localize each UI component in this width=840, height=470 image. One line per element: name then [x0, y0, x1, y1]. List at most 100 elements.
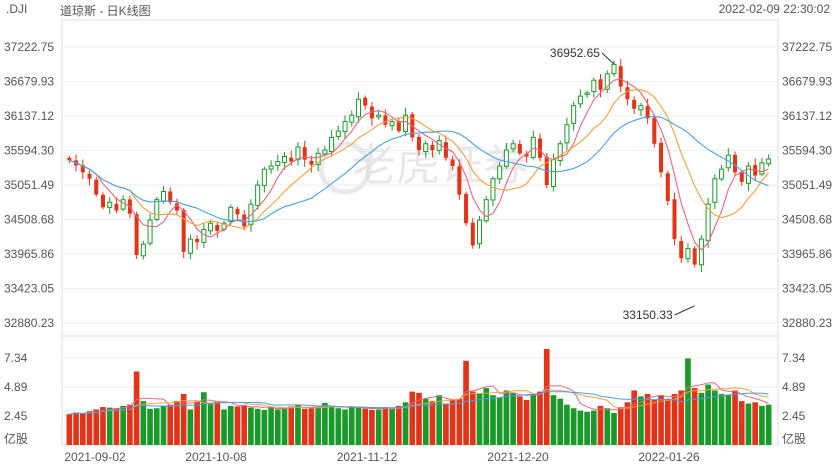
price-tick-left: 35051.49 — [4, 178, 54, 192]
candle-body-up — [719, 168, 725, 180]
vol-ma5-line — [69, 382, 769, 415]
volume-bar-down — [113, 408, 120, 445]
x-date-label: 2021-11-12 — [337, 450, 398, 464]
ma10-line — [69, 89, 770, 230]
volume-bar-down — [66, 414, 73, 445]
volume-tick-right: 2.45 — [782, 409, 806, 423]
candle-body-down — [443, 142, 448, 158]
candle-body-down — [659, 142, 664, 173]
candle-body-up — [295, 146, 301, 161]
candle-body-up — [510, 143, 516, 150]
volume-bar-up — [564, 404, 570, 445]
candle-body-down — [94, 179, 99, 195]
candle-body-up — [187, 238, 193, 254]
volume-bar-up — [718, 394, 725, 445]
candle-body-up — [638, 105, 644, 111]
candle-body-down — [632, 99, 637, 109]
candle-body-up — [611, 63, 617, 75]
volume-bar-down — [644, 394, 651, 445]
candle-body-up — [550, 159, 556, 187]
candle-body-up — [342, 121, 348, 133]
price-tick-right: 35051.49 — [782, 178, 832, 192]
volume-bar-up — [375, 409, 382, 445]
volume-bar-down — [658, 395, 664, 445]
volume-bar-down — [369, 410, 375, 445]
ma20-line — [69, 115, 769, 223]
candle-body-up — [315, 152, 321, 166]
candle-body-up — [329, 136, 335, 152]
volume-bar-up — [147, 408, 153, 445]
candle-body-down — [733, 154, 738, 173]
price-tick-left: 36137.12 — [4, 109, 54, 123]
candle-body-up — [530, 136, 536, 158]
volume-bar-down — [651, 399, 658, 445]
candle-body-up — [389, 121, 395, 127]
candle-body-down — [625, 87, 630, 100]
volume-bar-down — [469, 391, 476, 445]
volume-bar-up — [436, 395, 442, 445]
volume-bar-up — [745, 403, 752, 445]
price-tick-right: 32880.23 — [782, 316, 832, 330]
candle-body-down — [450, 159, 455, 167]
candle-body-up — [584, 92, 590, 95]
volume-bar-up — [483, 388, 490, 445]
candle-body-down — [430, 144, 435, 151]
volume-bar-up — [106, 407, 113, 445]
candle-body-down — [363, 97, 368, 106]
candle-body-up — [376, 114, 382, 118]
volume-bar-down — [456, 398, 463, 445]
candle-body-down — [100, 194, 105, 208]
volume-bar-up — [759, 405, 765, 445]
candle-body-down — [215, 224, 220, 231]
volume-bar-up — [153, 408, 160, 445]
candle-body-down — [383, 115, 388, 125]
candle-body-down — [517, 143, 522, 154]
candle-body-up — [483, 199, 489, 222]
price-tick-right: 36137.12 — [782, 109, 832, 123]
volume-bar-down — [416, 392, 422, 445]
vol-ma10-line — [69, 387, 769, 415]
volume-bar-down — [301, 408, 308, 445]
candle-body-up — [335, 130, 341, 137]
volume-bar-up — [496, 397, 503, 445]
candle-body-down — [679, 240, 684, 259]
high-annotation-leader — [601, 52, 615, 65]
volume-bar-up — [227, 405, 234, 445]
volume-bar-down — [752, 402, 759, 445]
volume-bar-up — [140, 401, 147, 445]
candle-body-up — [571, 105, 577, 124]
candle-body-down — [652, 117, 657, 144]
volume-bar-up — [342, 409, 348, 445]
candle-body-up — [503, 149, 509, 167]
volume-bar-up — [570, 408, 577, 445]
volume-bar-up — [503, 390, 510, 445]
volume-bar-up — [160, 405, 167, 445]
volume-bar-up — [638, 396, 644, 445]
candle-body-down — [80, 165, 85, 173]
volume-bar-up — [402, 402, 409, 445]
candle-body-down — [195, 238, 200, 243]
volume-tick-left: 7.34 — [4, 351, 28, 365]
volume-bar-up — [530, 394, 537, 445]
volume-tick-left: 2.45 — [4, 409, 28, 423]
volume-bar-up — [725, 395, 732, 445]
volume-bar-down — [362, 408, 369, 445]
candle-body-up — [591, 79, 597, 93]
x-date-label: 2021-12-20 — [487, 450, 549, 464]
candle-body-down — [168, 191, 173, 203]
volume-bar-down — [100, 407, 106, 445]
volume-bar-down — [617, 407, 624, 445]
x-date-label: 2022-01-26 — [638, 450, 700, 464]
price-tick-right: 34508.68 — [782, 212, 832, 226]
volume-unit-left: 亿股 — [4, 431, 28, 446]
price-tick-left: 36679.93 — [4, 75, 54, 89]
price-tick-right: 33423.05 — [782, 281, 832, 295]
candle-body-up — [322, 149, 328, 155]
volume-bar-down — [678, 390, 685, 445]
candle-body-down — [645, 106, 650, 119]
high-annotation-label: 36952.65 — [550, 46, 600, 60]
candle-body-down — [598, 79, 603, 90]
candle-body-down — [692, 248, 697, 265]
volume-bar-up — [261, 410, 268, 445]
